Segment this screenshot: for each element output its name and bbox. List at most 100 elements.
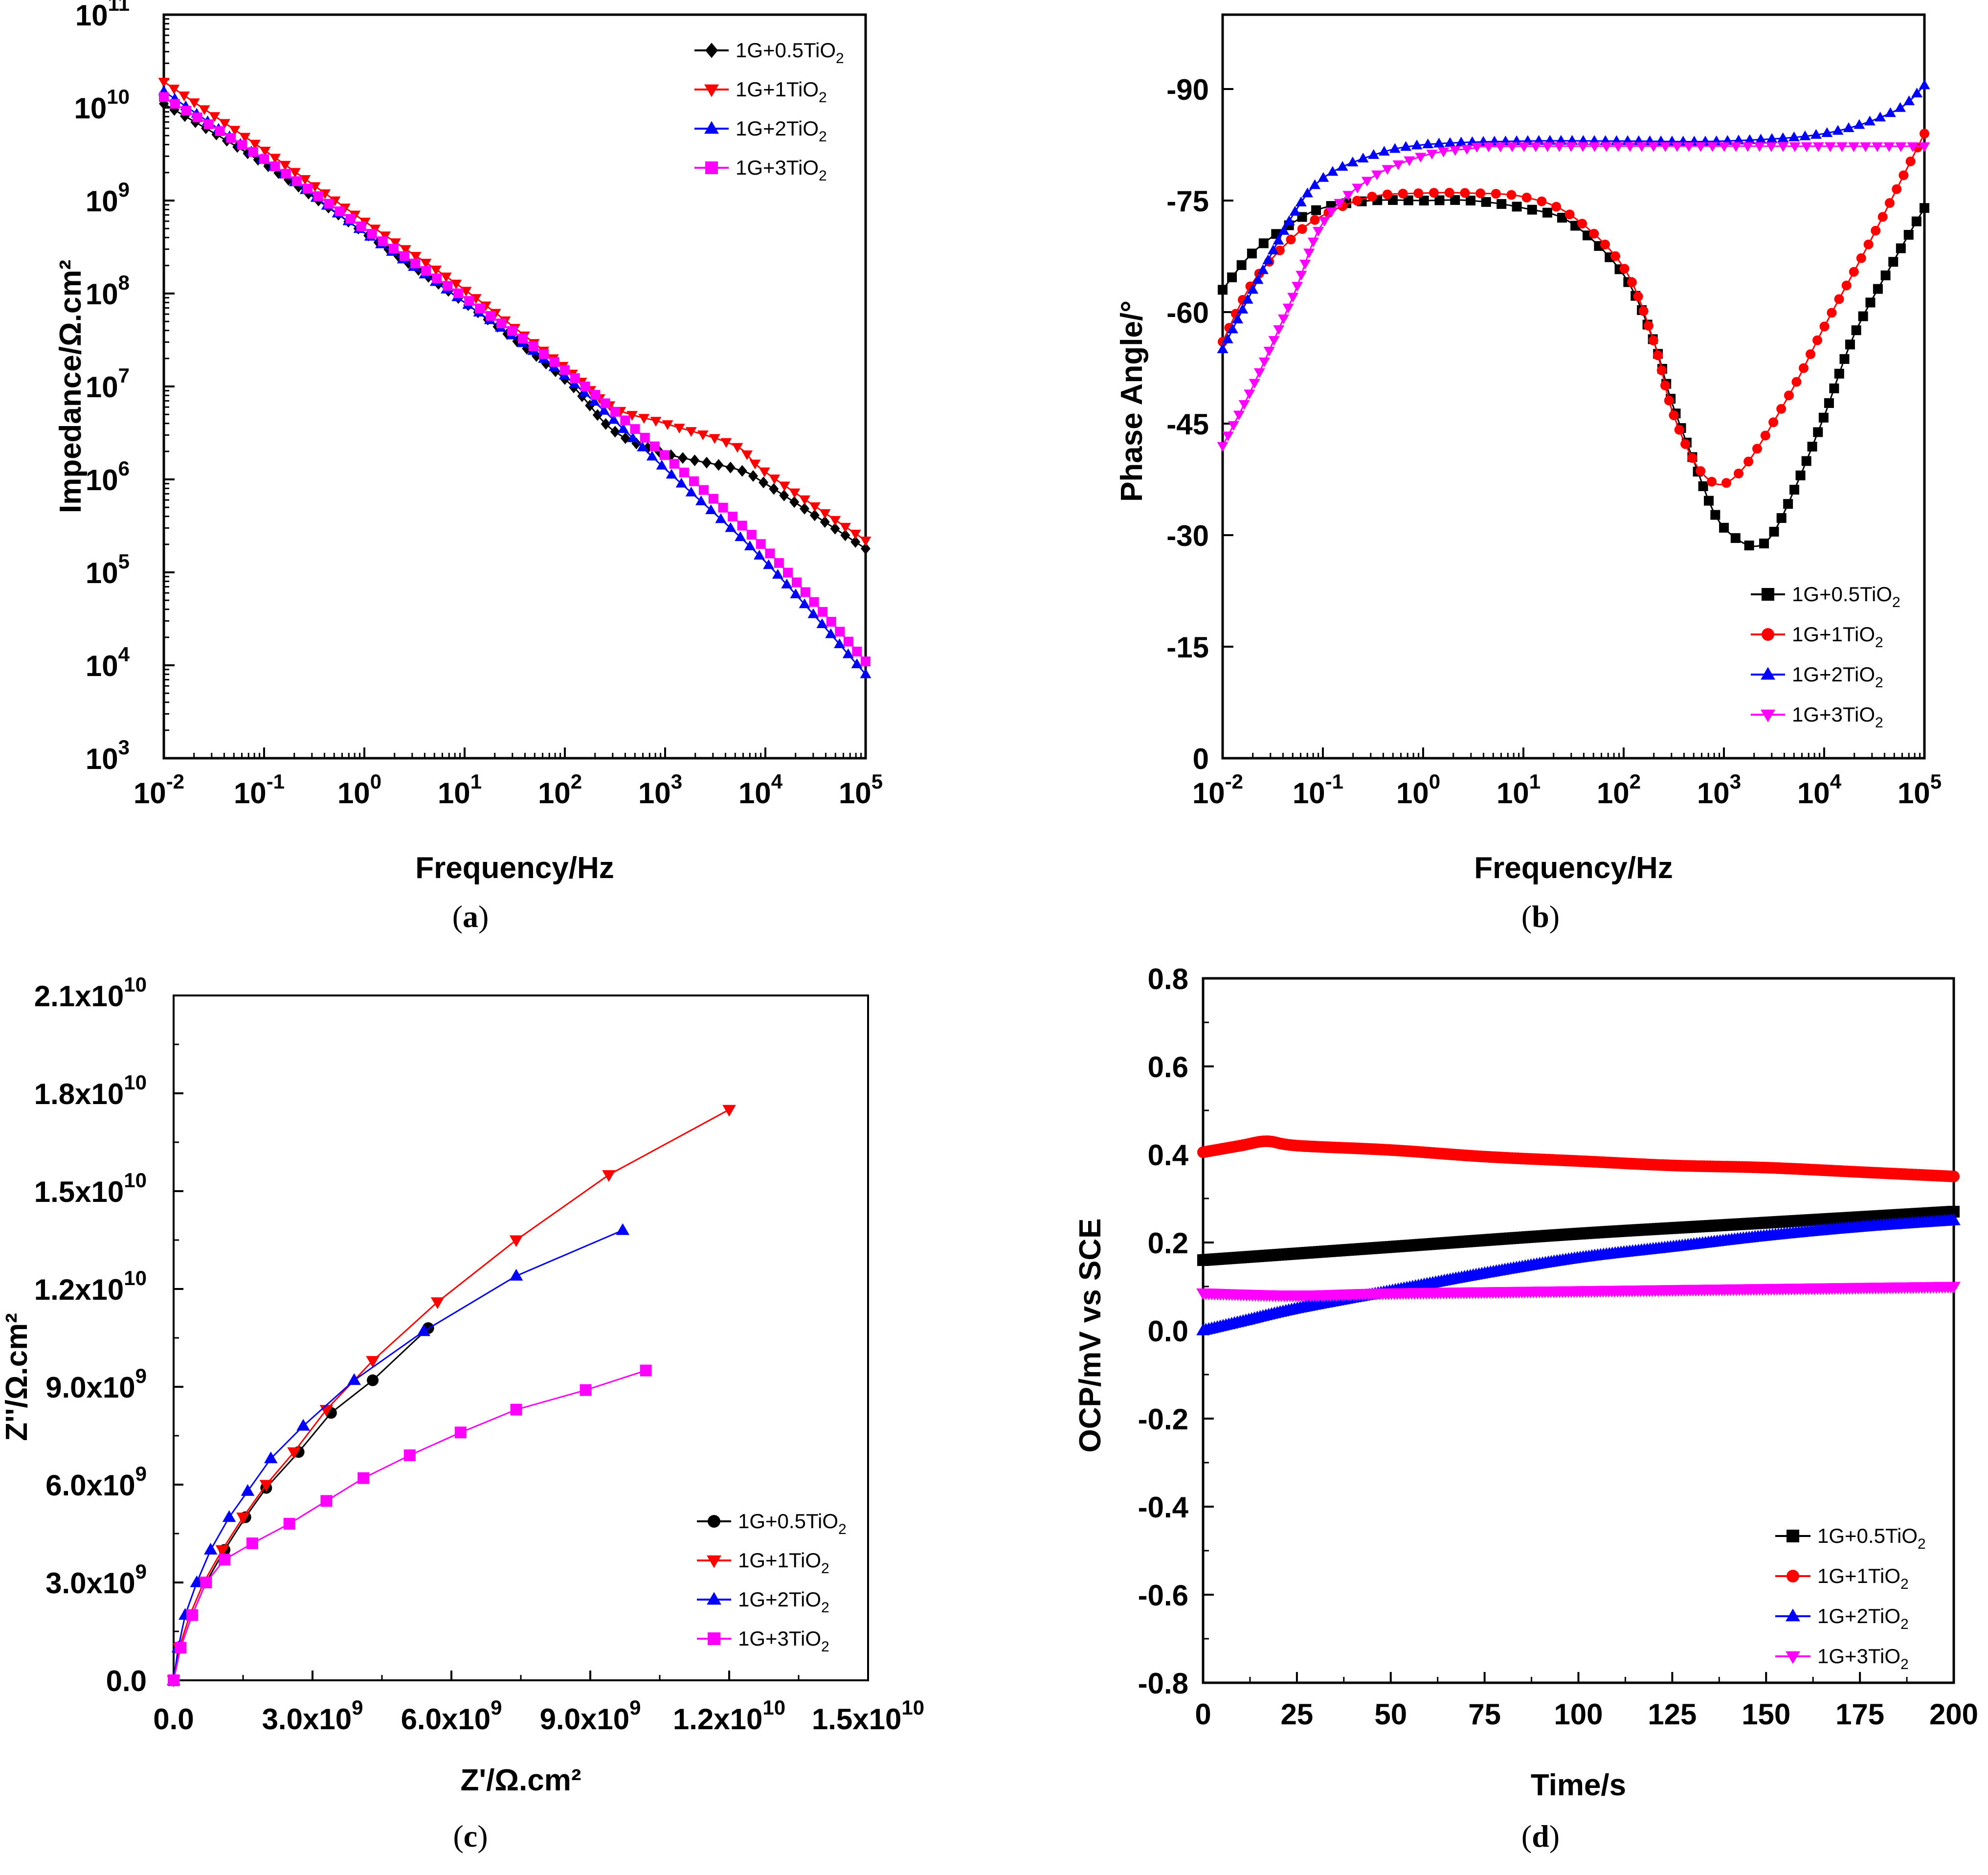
data-point bbox=[259, 1480, 273, 1492]
legend-entry: 1G+0.5TiO2 bbox=[1775, 1524, 1926, 1552]
x-axis-title: Z'/Ω.cm² bbox=[460, 1763, 581, 1797]
data-point bbox=[1810, 129, 1822, 139]
data-point bbox=[1429, 188, 1439, 198]
data-point bbox=[1438, 147, 1450, 158]
data-point bbox=[1784, 390, 1794, 401]
legend-label: 1G+3TiO2 bbox=[1817, 1645, 1909, 1672]
data-point bbox=[1821, 127, 1833, 137]
series-line bbox=[1203, 1285, 1954, 1297]
legend-marker bbox=[1787, 1530, 1799, 1542]
data-point bbox=[1310, 215, 1320, 225]
data-point bbox=[656, 459, 668, 470]
data-point bbox=[1238, 400, 1250, 410]
data-point bbox=[454, 1426, 467, 1439]
data-point bbox=[1776, 513, 1787, 523]
data-point bbox=[1252, 274, 1264, 284]
data-point bbox=[1352, 183, 1363, 194]
data-point bbox=[1244, 389, 1255, 400]
data-point bbox=[659, 450, 670, 460]
data-point bbox=[1612, 142, 1624, 152]
data-point bbox=[1734, 469, 1744, 479]
data-point bbox=[809, 509, 820, 521]
data-point bbox=[1297, 224, 1307, 234]
data-point bbox=[400, 245, 411, 255]
data-point bbox=[588, 396, 600, 406]
data-point bbox=[1318, 172, 1329, 182]
data-point bbox=[270, 161, 280, 172]
data-point bbox=[1742, 142, 1754, 152]
data-point bbox=[158, 78, 170, 88]
data-point bbox=[1334, 199, 1345, 209]
data-point bbox=[1299, 259, 1311, 270]
data-point bbox=[347, 1373, 361, 1385]
data-point bbox=[1768, 417, 1779, 428]
data-point bbox=[168, 1674, 179, 1686]
data-point bbox=[1683, 142, 1695, 152]
data-point bbox=[496, 318, 507, 329]
data-point bbox=[1875, 112, 1886, 122]
data-point bbox=[1788, 131, 1800, 141]
series-line bbox=[1203, 1139, 1954, 1178]
data-point bbox=[1286, 234, 1296, 245]
data-point bbox=[1765, 142, 1777, 152]
data-point bbox=[1799, 130, 1811, 140]
data-point bbox=[851, 658, 863, 668]
data-point bbox=[1257, 264, 1269, 274]
data-point bbox=[714, 459, 724, 471]
data-point bbox=[1633, 292, 1643, 302]
data-point bbox=[190, 1575, 204, 1587]
data-point bbox=[1884, 107, 1896, 117]
data-point bbox=[1856, 253, 1866, 263]
data-point bbox=[1318, 217, 1330, 227]
data-point bbox=[843, 636, 853, 647]
x-tick-label: 10-1 bbox=[234, 770, 285, 810]
data-point bbox=[1777, 142, 1789, 152]
x-tick-label: 6.0x109 bbox=[401, 1696, 502, 1736]
data-point bbox=[1832, 125, 1844, 135]
y-tick-label: 0.2 bbox=[1148, 1227, 1188, 1260]
data-point bbox=[737, 520, 747, 531]
legend-marker bbox=[1786, 1608, 1800, 1622]
data-point bbox=[1419, 195, 1429, 205]
legend-label: 1G+0.5TiO2 bbox=[1817, 1524, 1926, 1552]
data-point bbox=[1864, 115, 1876, 126]
data-point bbox=[600, 398, 610, 408]
data-point bbox=[219, 119, 230, 129]
data-point bbox=[1282, 303, 1294, 314]
data-point bbox=[1760, 430, 1770, 441]
data-point bbox=[1871, 226, 1881, 236]
data-point bbox=[722, 1105, 736, 1117]
data-point bbox=[509, 1268, 523, 1281]
data-point bbox=[852, 646, 862, 656]
data-point bbox=[246, 1537, 258, 1549]
data-point bbox=[1863, 239, 1874, 249]
data-point bbox=[1434, 195, 1445, 205]
data-point bbox=[1627, 277, 1637, 288]
data-point bbox=[1327, 166, 1339, 176]
data-point bbox=[1541, 142, 1553, 152]
data-point bbox=[1263, 346, 1275, 357]
x-tick-label: 104 bbox=[738, 770, 783, 810]
legend-label: 1G+1TiO2 bbox=[1792, 623, 1883, 651]
data-point bbox=[1892, 184, 1902, 194]
data-point bbox=[1851, 325, 1861, 336]
x-tick-label: 100 bbox=[337, 770, 381, 810]
data-point bbox=[1880, 270, 1891, 280]
data-point bbox=[209, 112, 221, 122]
y-tick-label: 1.8x1010 bbox=[34, 1071, 147, 1110]
data-point bbox=[450, 279, 462, 290]
data-point bbox=[389, 238, 401, 248]
y-tick-label: 1010 bbox=[74, 85, 130, 125]
data-point bbox=[1671, 142, 1683, 152]
data-point bbox=[1233, 410, 1245, 421]
data-point bbox=[1389, 143, 1401, 153]
data-point bbox=[1674, 425, 1684, 435]
y-tick-label: -0.6 bbox=[1138, 1579, 1188, 1612]
legend-marker bbox=[1761, 667, 1775, 680]
data-point bbox=[1911, 88, 1923, 98]
legend-entry: 1G+2TiO2 bbox=[1751, 663, 1883, 691]
data-point bbox=[199, 105, 210, 115]
data-point bbox=[289, 168, 301, 178]
legend-label: 1G+0.5TiO2 bbox=[1792, 583, 1900, 610]
data-point bbox=[1497, 199, 1507, 209]
